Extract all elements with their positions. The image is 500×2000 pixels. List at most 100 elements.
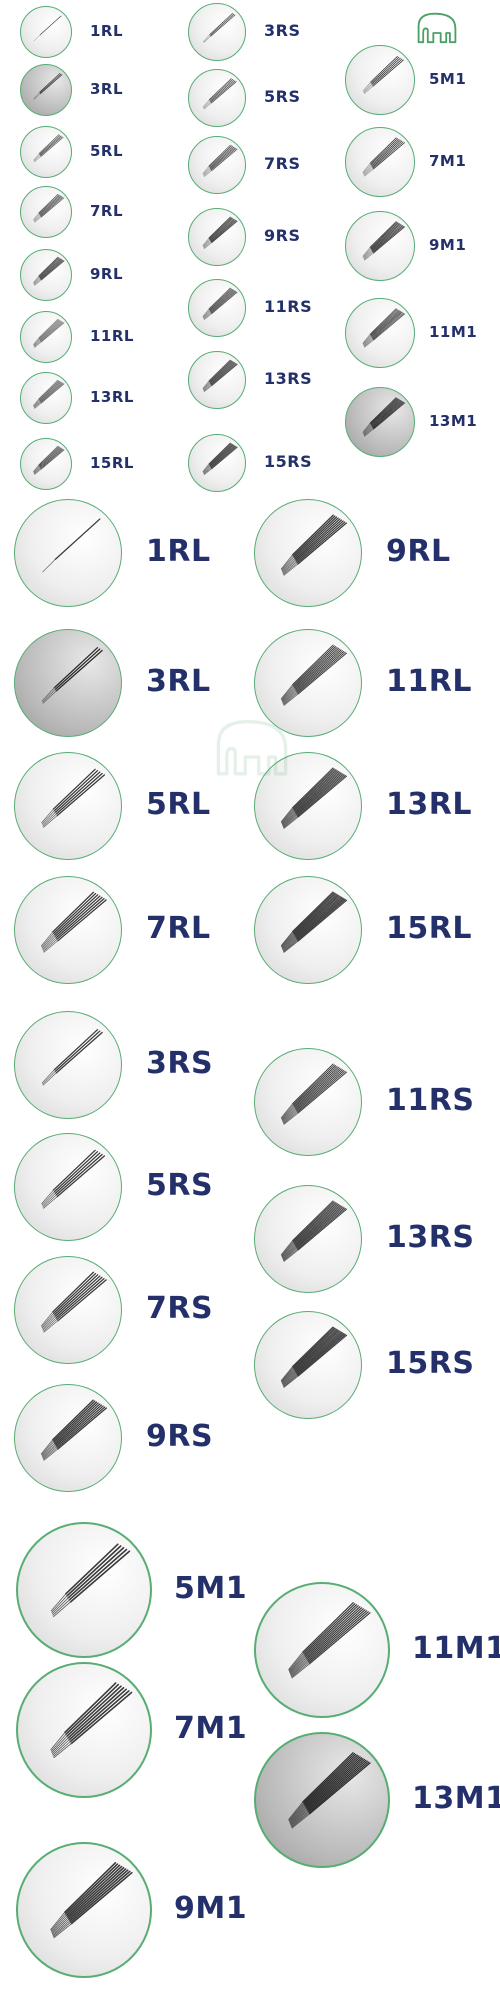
- needle-shaft: [208, 443, 232, 465]
- needle-tip: [33, 275, 39, 283]
- needle-label: 5M1: [429, 69, 467, 88]
- needle-label: 9RS: [264, 226, 301, 246]
- needle-shaft: [296, 1207, 345, 1250]
- needle-label: 5RS: [264, 87, 301, 107]
- needle-shaft: [39, 382, 62, 402]
- needle-shaft: [64, 1863, 119, 1915]
- needle-bundle-icon: [40, 1271, 107, 1333]
- needle-tip: [203, 100, 210, 108]
- needle-label: 3RS: [264, 21, 301, 41]
- needle-tip: [204, 242, 212, 249]
- needle-tip: [41, 1440, 54, 1455]
- needle-shaft: [38, 134, 60, 154]
- needle-shaft: [55, 1031, 103, 1074]
- needle-disc: [20, 6, 72, 58]
- needle-tip: [40, 931, 54, 947]
- needle-shaft: [38, 194, 60, 214]
- needle-bundle-icon: [202, 78, 237, 110]
- needle-shaft: [40, 137, 64, 157]
- needle-tip: [33, 466, 40, 473]
- needle-shaft: [210, 148, 237, 171]
- needle-tip: [281, 1242, 295, 1257]
- needle-shaft: [52, 768, 96, 810]
- needle-tip: [203, 240, 211, 248]
- needle-tip: [202, 381, 210, 389]
- needle-tip: [202, 237, 210, 246]
- needle-shaft: [210, 445, 236, 468]
- needle-shaft: [295, 519, 343, 562]
- needle-shaft: [369, 308, 397, 335]
- needle-tip: [202, 381, 210, 390]
- needle-shaft: [295, 1332, 344, 1374]
- needle-shaft: [210, 14, 236, 37]
- needle-shaft: [292, 514, 334, 556]
- needle-shaft: [292, 768, 336, 810]
- needle-shaft: [210, 291, 237, 314]
- needle-shaft: [40, 322, 64, 343]
- needle-shaft: [371, 400, 402, 427]
- needle-shaft: [295, 1069, 343, 1111]
- needle-shaft: [40, 321, 63, 342]
- needle-tip: [50, 1911, 66, 1931]
- needle-shaft: [293, 646, 338, 688]
- needle-shaft: [295, 897, 344, 939]
- needle-tip: [282, 1247, 297, 1261]
- needle-tip: [42, 1316, 56, 1330]
- needle-shaft: [39, 257, 60, 278]
- needle-tip: [281, 1243, 295, 1258]
- needle-shaft: [38, 380, 60, 400]
- needle-shaft: [39, 258, 61, 278]
- needle-tip: [43, 1447, 58, 1460]
- needle-shaft: [296, 1333, 346, 1376]
- needle-bundle-icon: [33, 193, 65, 223]
- needle-shaft: [41, 383, 65, 404]
- needle-tip: [202, 463, 210, 472]
- needle-shaft: [66, 1545, 122, 1597]
- needle-shaft: [293, 770, 338, 812]
- needle-shaft: [209, 13, 235, 36]
- needle-tip: [203, 35, 211, 43]
- needle-shaft: [64, 1682, 117, 1734]
- needle-disc: [20, 438, 72, 490]
- needle-label: 15RL: [386, 910, 472, 946]
- needle-bundle-icon: [33, 379, 65, 409]
- needle-shaft: [294, 1204, 341, 1246]
- needle-shaft: [295, 772, 343, 815]
- needle-tip: [281, 556, 295, 571]
- needle-tip: [363, 425, 373, 435]
- needle-tip: [281, 1368, 295, 1383]
- needle-tip: [33, 400, 40, 407]
- needle-shaft: [208, 217, 232, 239]
- needle-disc: [16, 1842, 152, 1978]
- needle-tip: [282, 935, 296, 949]
- needle-tip: [362, 334, 371, 344]
- needle-tip: [281, 686, 294, 701]
- needle-disc: [345, 45, 415, 115]
- needle-shaft: [39, 258, 62, 279]
- needle-tip: [41, 1441, 55, 1456]
- needle-bundle-icon: [50, 1682, 133, 1759]
- needle-tip: [282, 1370, 296, 1384]
- needle-disc: [16, 1662, 152, 1798]
- needle-tip: [203, 382, 211, 390]
- needle-shaft: [70, 1691, 133, 1745]
- needle-tip: [202, 165, 210, 174]
- needle-tip: [51, 1597, 69, 1615]
- needle-tip: [203, 467, 212, 475]
- needle-tip: [203, 383, 211, 391]
- needle-label: 7RS: [146, 1290, 214, 1326]
- needle-tip: [281, 1105, 294, 1120]
- needle-shaft: [370, 398, 399, 425]
- needle-bundle-icon: [33, 256, 65, 286]
- needle-shaft: [211, 148, 238, 172]
- needle-shaft: [303, 1753, 357, 1805]
- needle-shaft: [293, 517, 339, 559]
- needle-shaft: [297, 1334, 348, 1377]
- needle-tip: [203, 385, 212, 392]
- needle-shaft: [372, 401, 404, 429]
- needle-tip: [283, 1110, 298, 1124]
- needle-label: 15RS: [264, 452, 313, 472]
- needle-shaft: [211, 363, 238, 387]
- needle-tip: [283, 1375, 299, 1388]
- needle-shaft: [373, 142, 405, 170]
